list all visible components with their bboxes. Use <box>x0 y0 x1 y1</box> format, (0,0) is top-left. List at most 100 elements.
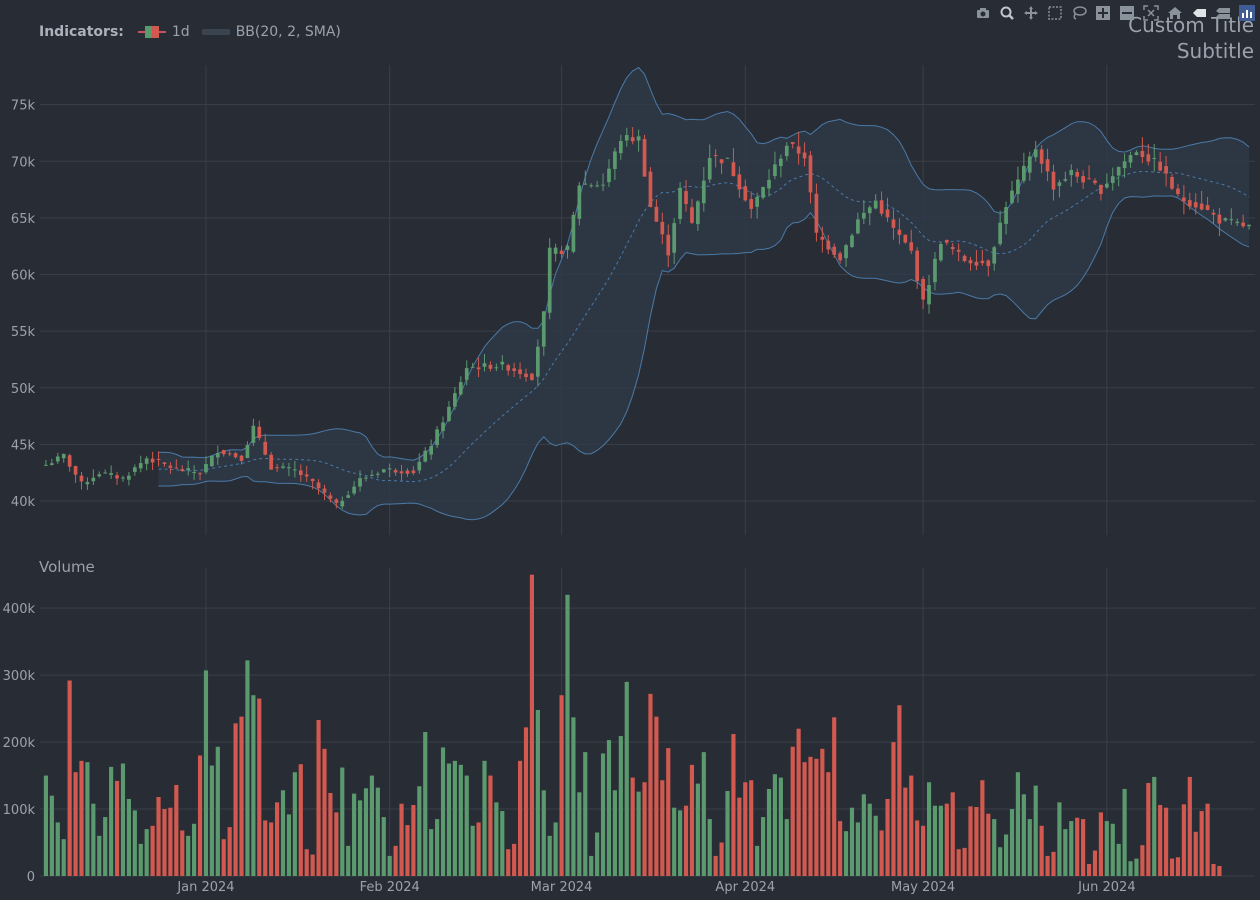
zoom-in-icon[interactable] <box>1094 4 1112 22</box>
lasso-icon[interactable] <box>1070 4 1088 22</box>
candle-body <box>1027 156 1032 173</box>
candle-body <box>1134 152 1139 156</box>
volume-bar <box>49 795 54 876</box>
candle-body <box>998 222 1002 244</box>
volume-bar <box>903 787 908 876</box>
volume-bar <box>180 830 185 876</box>
volume-bar <box>476 822 481 876</box>
volume-bar <box>280 790 286 876</box>
candle-body <box>500 361 505 365</box>
legend-item-bollinger[interactable]: BB(20, 2, SMA) <box>201 24 341 40</box>
candle-body <box>814 193 819 233</box>
volume-bar <box>1181 804 1186 876</box>
candle-body <box>1099 184 1103 195</box>
candle-body <box>660 221 665 235</box>
volume-bar <box>683 805 689 876</box>
volume-bar <box>849 807 855 876</box>
volume-bar <box>43 775 49 876</box>
candle-body <box>488 364 493 369</box>
candle-body <box>879 200 884 214</box>
volume-bar <box>387 855 392 876</box>
candle-body <box>808 155 813 193</box>
volume-bar <box>731 734 736 876</box>
candle-body <box>381 469 386 473</box>
candle-body <box>630 137 635 142</box>
volume-bar <box>435 819 440 876</box>
candle-body <box>731 162 736 177</box>
candle-body <box>1093 180 1097 184</box>
volume-bar <box>334 812 339 876</box>
pan-icon[interactable] <box>1022 4 1040 22</box>
volume-bar <box>227 827 232 876</box>
x-tick-label: Mar 2024 <box>531 880 593 895</box>
autoscale-icon[interactable] <box>1142 4 1160 22</box>
candle-body <box>844 245 848 259</box>
candle-body <box>198 473 202 475</box>
candle-body <box>1211 212 1216 215</box>
candle-body <box>933 258 937 283</box>
volume-bar <box>1116 843 1121 876</box>
candle-body <box>387 468 392 470</box>
camera-icon[interactable] <box>974 4 992 22</box>
volume-bar <box>855 822 860 876</box>
volume-bar <box>174 784 179 876</box>
volume-bar <box>346 845 351 876</box>
volume-bar <box>873 815 878 876</box>
candle-body <box>150 458 155 463</box>
volume-bar <box>885 799 890 876</box>
zoom-out-icon[interactable] <box>1118 4 1136 22</box>
box-select-icon[interactable] <box>1046 4 1064 22</box>
spike-lines-icon[interactable] <box>1190 4 1208 22</box>
zoom-icon[interactable] <box>998 4 1016 22</box>
candle-body <box>518 369 522 374</box>
volume-bar <box>1175 857 1181 876</box>
candle-body <box>915 250 920 281</box>
candle-body <box>132 467 137 472</box>
candle-body <box>204 464 208 473</box>
candle-body <box>838 253 842 261</box>
candle-body <box>293 469 297 471</box>
volume-bar <box>233 723 238 876</box>
volume-bar <box>737 797 742 876</box>
candle-body <box>1045 159 1050 172</box>
legend-item-candles[interactable]: 1d <box>137 24 190 40</box>
volume-bar <box>91 803 96 876</box>
volume-bar <box>826 772 831 876</box>
volume-bar <box>1193 831 1198 876</box>
volume-bar <box>600 753 606 876</box>
volume-bar <box>1063 829 1068 876</box>
candle-body <box>44 464 48 466</box>
home-icon[interactable] <box>1166 4 1184 22</box>
volume-bar <box>61 839 66 876</box>
legend-item-label: BB(20, 2, SMA) <box>235 24 341 40</box>
candle-body <box>832 246 837 255</box>
volume-bar <box>103 817 108 876</box>
volume-bar <box>257 698 262 876</box>
candle-body <box>1223 218 1228 221</box>
candle-body <box>654 206 659 222</box>
volume-bar <box>150 825 155 876</box>
volume-bar <box>340 767 345 876</box>
candle-body <box>1110 176 1115 184</box>
candle-body <box>316 482 321 489</box>
candle-body <box>67 455 72 467</box>
chart-titles: Custom Title Subtitle <box>1128 12 1254 64</box>
candle-body <box>1087 178 1091 180</box>
volume-bar <box>1057 802 1062 876</box>
volume-bar <box>974 807 979 876</box>
candle-body <box>1182 197 1186 202</box>
volume-bar <box>144 829 149 876</box>
candle-body <box>91 477 96 482</box>
candle-body <box>885 209 890 218</box>
volume-bar <box>73 772 78 876</box>
volume-bar <box>251 695 256 876</box>
candle-body <box>464 368 469 380</box>
candle-body <box>1016 179 1020 195</box>
volume-bar <box>962 847 967 876</box>
candle-body <box>992 247 997 264</box>
hover-compare-icon[interactable] <box>1214 4 1232 22</box>
plotly-logo-icon[interactable] <box>1238 4 1256 22</box>
candle-body <box>435 429 439 446</box>
candle-body <box>636 136 641 141</box>
